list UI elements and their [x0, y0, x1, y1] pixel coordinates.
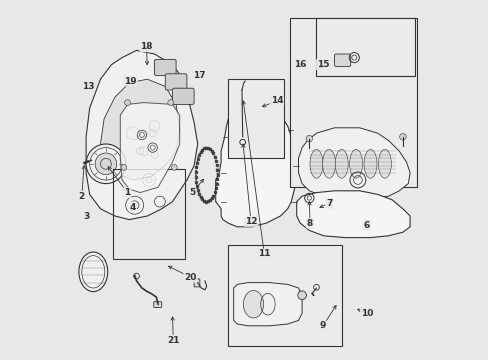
FancyBboxPatch shape	[154, 59, 176, 76]
Text: 6: 6	[363, 220, 369, 230]
Ellipse shape	[349, 149, 362, 178]
Bar	[289, 18, 416, 187]
FancyBboxPatch shape	[153, 302, 162, 307]
Polygon shape	[296, 191, 409, 238]
Bar	[228, 245, 341, 346]
Ellipse shape	[322, 149, 335, 178]
Text: 3: 3	[83, 212, 90, 220]
Polygon shape	[233, 283, 302, 326]
Text: 5: 5	[189, 188, 195, 197]
FancyBboxPatch shape	[172, 88, 194, 104]
FancyBboxPatch shape	[194, 279, 200, 287]
Ellipse shape	[79, 252, 107, 292]
Circle shape	[167, 100, 173, 105]
Text: 21: 21	[166, 336, 179, 345]
Text: 11: 11	[258, 249, 270, 258]
Polygon shape	[298, 128, 409, 198]
Bar	[228, 79, 284, 158]
Text: 12: 12	[244, 217, 257, 226]
Text: 10: 10	[360, 309, 372, 318]
Text: 9: 9	[319, 321, 325, 330]
Text: 8: 8	[306, 219, 312, 228]
Polygon shape	[120, 103, 179, 193]
Ellipse shape	[243, 291, 263, 318]
Polygon shape	[101, 79, 179, 180]
Circle shape	[305, 135, 312, 142]
Text: 4: 4	[129, 202, 136, 212]
Polygon shape	[86, 50, 197, 220]
Ellipse shape	[309, 149, 322, 178]
Text: 13: 13	[81, 82, 94, 91]
Circle shape	[399, 134, 406, 140]
Text: 15: 15	[316, 60, 328, 69]
Text: 19: 19	[124, 77, 137, 86]
Text: 16: 16	[293, 60, 306, 69]
Text: 1: 1	[124, 188, 130, 197]
Ellipse shape	[335, 149, 347, 178]
Text: 7: 7	[325, 199, 332, 208]
Circle shape	[121, 165, 126, 170]
Bar	[113, 169, 185, 259]
Text: 14: 14	[270, 96, 283, 105]
Text: 2: 2	[79, 192, 85, 201]
Text: 17: 17	[193, 71, 205, 80]
Ellipse shape	[378, 149, 390, 178]
FancyBboxPatch shape	[165, 74, 186, 90]
FancyBboxPatch shape	[334, 54, 350, 67]
Circle shape	[124, 100, 130, 105]
Circle shape	[171, 165, 177, 170]
Ellipse shape	[363, 149, 376, 178]
Bar	[316, 18, 415, 76]
Text: 20: 20	[184, 273, 196, 282]
Circle shape	[86, 144, 125, 184]
Circle shape	[297, 291, 306, 300]
Polygon shape	[215, 108, 294, 227]
Text: 18: 18	[140, 42, 153, 51]
Circle shape	[95, 153, 117, 175]
